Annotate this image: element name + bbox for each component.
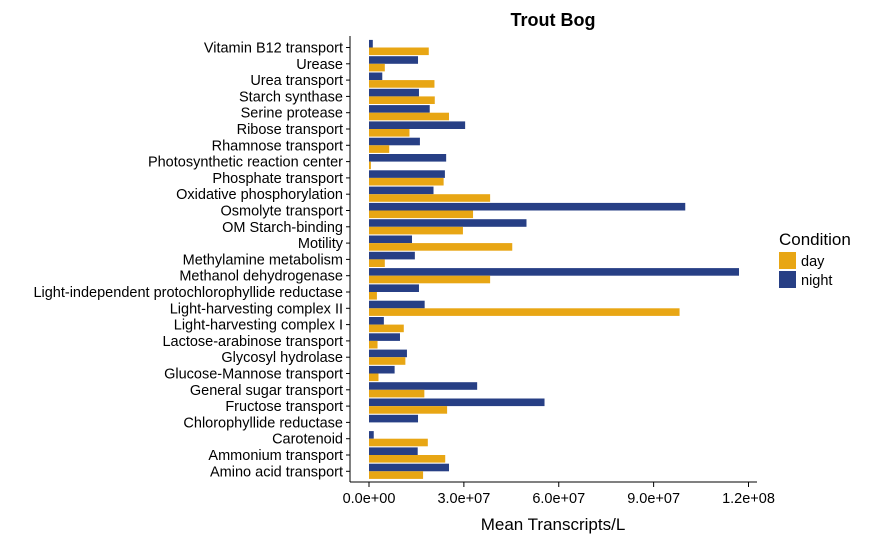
bar-day bbox=[369, 471, 424, 479]
bar-night bbox=[369, 137, 420, 146]
y-tick-label: Urea transport bbox=[250, 73, 343, 89]
bar-day bbox=[369, 389, 425, 398]
x-axis-label: Mean Transcripts/L bbox=[481, 515, 626, 534]
y-tick-label: Oxidative phosphorylation bbox=[176, 187, 343, 203]
bar-day bbox=[369, 161, 371, 170]
bar-day bbox=[369, 112, 450, 121]
bar-day bbox=[369, 63, 385, 72]
legend: Condition day night bbox=[779, 230, 851, 289]
bar-night bbox=[369, 349, 407, 358]
bar-day bbox=[369, 194, 491, 202]
legend-label-night: night bbox=[801, 273, 832, 289]
bar-day bbox=[369, 96, 435, 104]
bar-night bbox=[369, 365, 395, 374]
bar-night bbox=[369, 431, 374, 439]
y-tick-label: Photosynthetic reaction center bbox=[148, 155, 343, 171]
legend-swatch-day bbox=[779, 252, 796, 269]
y-tick-label: Methanol dehydrogenase bbox=[179, 269, 343, 285]
bar-day bbox=[369, 275, 491, 284]
bar-night bbox=[369, 170, 445, 178]
bar-night bbox=[369, 72, 383, 81]
y-tick-label: Ribose transport bbox=[237, 122, 343, 138]
bar-day bbox=[369, 357, 406, 365]
bar-day bbox=[369, 80, 435, 88]
bar-night bbox=[369, 235, 413, 244]
bar-night bbox=[369, 202, 686, 211]
bar-night bbox=[369, 414, 419, 423]
bar-night bbox=[369, 39, 373, 48]
y-tick-label: Vitamin B12 transport bbox=[204, 41, 343, 57]
y-tick-label: Amino acid transport bbox=[210, 464, 343, 480]
legend-label-day: day bbox=[801, 254, 825, 270]
x-tick-label: 9.0e+07 bbox=[627, 491, 680, 507]
x-tick-label: 0.0e+00 bbox=[343, 491, 396, 507]
y-tick-label: Osmolyte transport bbox=[221, 204, 344, 220]
y-tick-label: Chlorophyllide reductase bbox=[183, 415, 343, 431]
bar-day bbox=[369, 373, 379, 382]
bar-night bbox=[369, 398, 545, 407]
bar-night bbox=[369, 121, 466, 129]
bar-day bbox=[369, 292, 377, 300]
bar-night bbox=[369, 186, 434, 195]
y-tick-label: OM Starch-binding bbox=[222, 220, 343, 236]
legend-swatch-night bbox=[779, 271, 796, 288]
plot-area bbox=[369, 39, 740, 479]
bar-night bbox=[369, 219, 527, 227]
bar-night bbox=[369, 88, 419, 97]
y-tick-label: Lactose-arabinose transport bbox=[162, 334, 343, 350]
y-tick-label: Fructose transport bbox=[225, 399, 343, 415]
bar-day bbox=[369, 145, 390, 153]
bar-day bbox=[369, 340, 378, 349]
bar-night bbox=[369, 333, 400, 341]
y-tick-label: Light-independent protochlorophyllide re… bbox=[33, 285, 343, 301]
y-tick-label: General sugar transport bbox=[190, 383, 343, 399]
x-tick-label: 3.0e+07 bbox=[437, 491, 490, 507]
bar-night bbox=[369, 382, 478, 390]
bar-night bbox=[369, 317, 384, 325]
y-tick-label: Ammonium transport bbox=[208, 448, 343, 464]
bar-night bbox=[369, 154, 447, 162]
bar-day bbox=[369, 406, 448, 414]
bar-day bbox=[369, 177, 444, 186]
y-tick-label: Carotenoid bbox=[272, 432, 343, 448]
bar-day bbox=[369, 308, 680, 316]
y-tick-label: Glucose-Mannose transport bbox=[164, 367, 343, 383]
bar-day bbox=[369, 226, 463, 235]
y-tick-label: Light-harvesting complex II bbox=[170, 301, 343, 317]
bar-night bbox=[369, 251, 415, 260]
bar-day bbox=[369, 129, 410, 137]
bar-day bbox=[369, 438, 428, 447]
x-tick-label: 1.2e+08 bbox=[722, 491, 775, 507]
legend-title: Condition bbox=[779, 230, 851, 249]
y-tick-label: Glycosyl hydrolase bbox=[221, 350, 343, 366]
bar-night bbox=[369, 105, 430, 113]
x-tick-label: 6.0e+07 bbox=[532, 491, 585, 507]
y-tick-label: Serine protease bbox=[241, 106, 343, 122]
bar-day bbox=[369, 243, 513, 251]
bar-night bbox=[369, 447, 418, 455]
y-tick-label: Starch synthase bbox=[239, 89, 343, 105]
bar-night bbox=[369, 463, 450, 472]
y-tick-label: Rhamnose transport bbox=[212, 138, 343, 154]
bar-night bbox=[369, 284, 419, 292]
y-tick-label: Urease bbox=[296, 57, 343, 73]
bar-day bbox=[369, 259, 385, 267]
bar-night bbox=[369, 56, 419, 64]
bar-night bbox=[369, 300, 425, 309]
y-tick-label: Light-harvesting complex I bbox=[174, 318, 343, 334]
bar-day bbox=[369, 47, 429, 56]
y-tick-label: Methylamine metabolism bbox=[183, 252, 343, 268]
chart-title: Trout Bog bbox=[511, 10, 596, 30]
y-tick-label: Motility bbox=[298, 236, 344, 252]
y-tick-label: Phosphate transport bbox=[212, 171, 343, 187]
bar-day bbox=[369, 455, 446, 463]
bar-night bbox=[369, 268, 740, 276]
bar-day bbox=[369, 324, 404, 333]
bar-day bbox=[369, 210, 474, 219]
